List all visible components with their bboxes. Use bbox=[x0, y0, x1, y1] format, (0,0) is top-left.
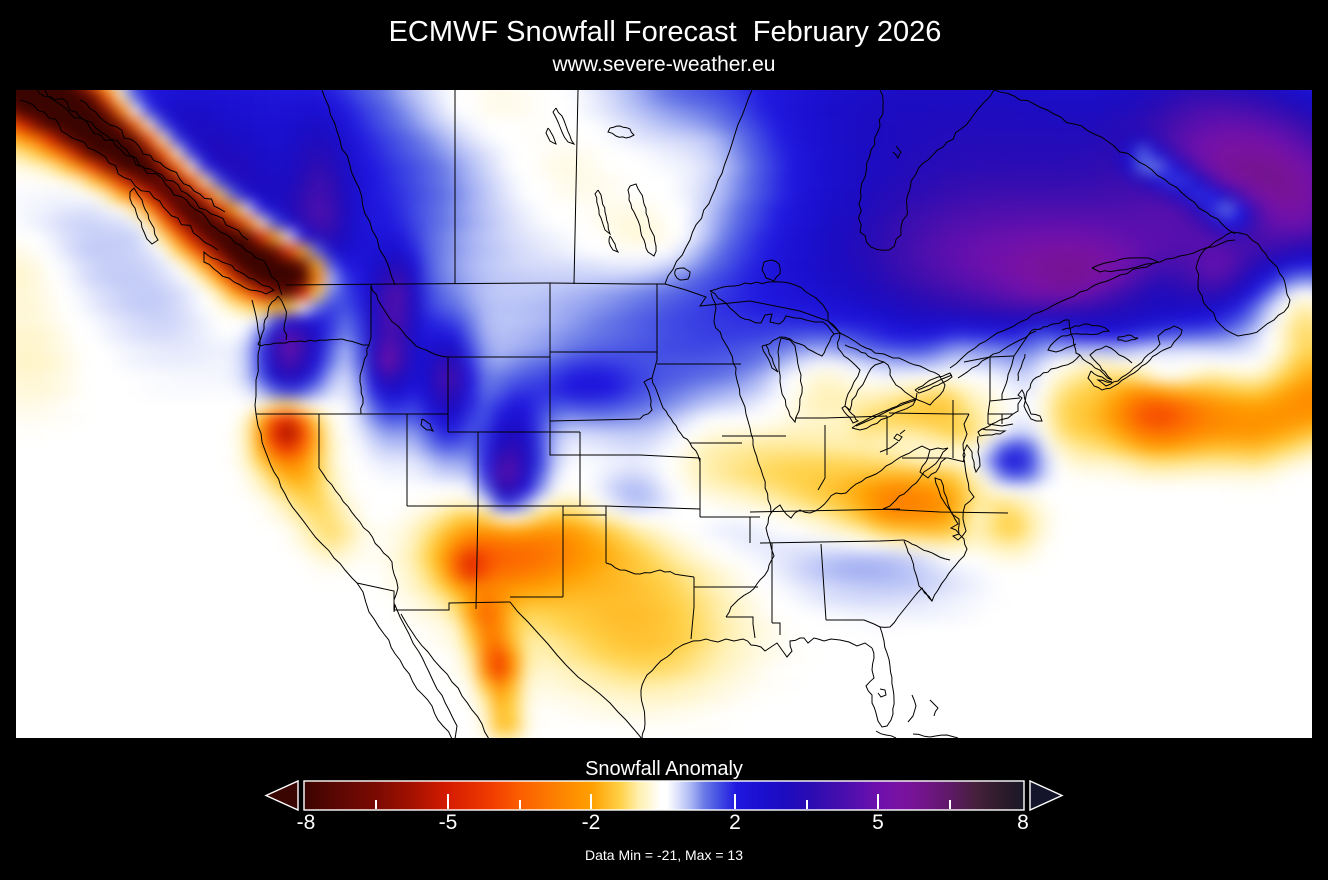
svg-text:8: 8 bbox=[1017, 811, 1029, 834]
svg-text:Data Min = -21, Max = 13: Data Min = -21, Max = 13 bbox=[585, 847, 743, 863]
svg-text:2: 2 bbox=[729, 811, 741, 834]
svg-text:-8: -8 bbox=[297, 811, 316, 834]
svg-text:Snowfall Anomaly: Snowfall Anomaly bbox=[585, 758, 743, 780]
svg-text:-5: -5 bbox=[439, 811, 458, 834]
svg-text:-2: -2 bbox=[582, 811, 601, 834]
svg-text:5: 5 bbox=[872, 811, 884, 834]
